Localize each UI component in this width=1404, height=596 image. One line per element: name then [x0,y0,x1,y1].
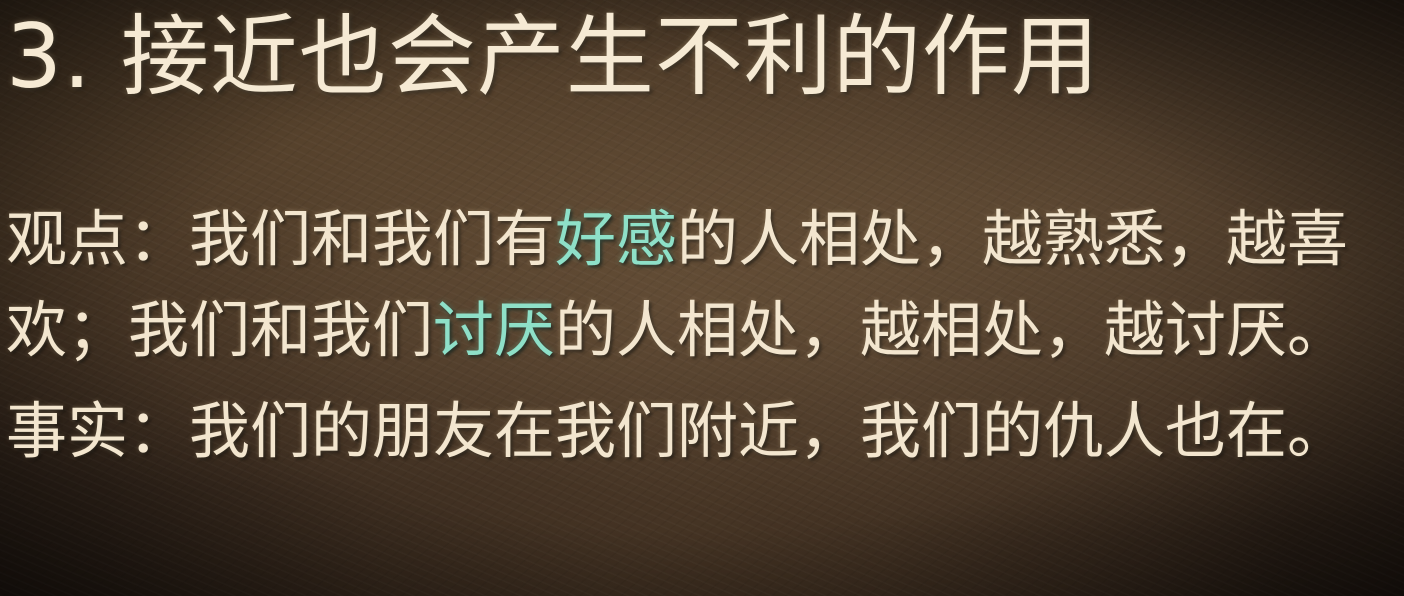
fact-label: 事实： [6,396,190,467]
highlight-goodwill: 好感 [555,204,678,275]
viewpoint-text-2: 的人相处，越熟悉，越喜欢；我们和我们 [6,204,1349,366]
viewpoint-text-1: 我们和我们有 [189,204,556,275]
slide-body: 观点：我们和我们有好感的人相处，越熟悉，越喜欢；我们和我们讨厌的人相处，越相处，… [6,194,1386,477]
viewpoint-text-3: 的人相处，越相处，越讨厌。 [555,295,1349,366]
fact-text: 我们的朋友在我们附近，我们的仇人也在。 [189,396,1349,467]
viewpoint-label: 观点： [6,204,190,275]
fact-paragraph: 事实：我们的朋友在我们附近，我们的仇人也在。 [6,386,1386,477]
slide-title: 3. 接近也会产生不利的作用 [6,5,1100,108]
highlight-dislike: 讨厌 [433,295,556,366]
viewpoint-paragraph: 观点：我们和我们有好感的人相处，越熟悉，越喜欢；我们和我们讨厌的人相处，越相处，… [6,194,1386,376]
